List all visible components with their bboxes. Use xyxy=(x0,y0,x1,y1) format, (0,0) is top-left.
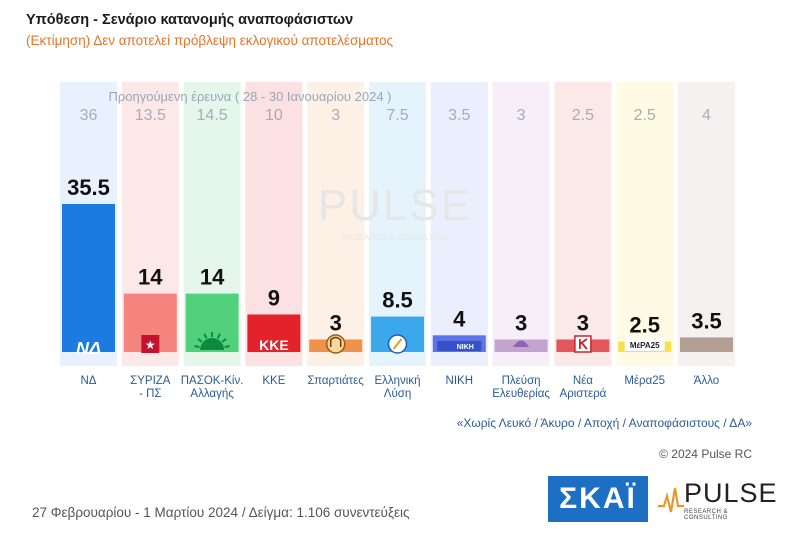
pasok-ray xyxy=(197,337,203,343)
copyright: © 2024 Pulse RC xyxy=(659,447,752,461)
bg-column xyxy=(678,82,735,366)
category-label: ΝΔ xyxy=(81,375,97,387)
niki-banner xyxy=(437,341,482,351)
bar-chart: PULSE RESEARCH & CONSULTING Προηγούμενη έρ… xyxy=(60,82,735,400)
value-label: 8.5 xyxy=(382,288,413,313)
pulse-logo-word: PULSE xyxy=(684,478,778,508)
syriza-logo xyxy=(141,335,160,353)
previous-value-label: 2.5 xyxy=(634,107,656,124)
category-label: Αριστερά xyxy=(560,388,607,400)
bar xyxy=(62,204,115,352)
bg-column xyxy=(554,82,612,366)
previous-value-label: 14.5 xyxy=(197,107,228,124)
category-label: Ελληνική xyxy=(374,375,420,387)
previous-value-label: 4 xyxy=(702,107,711,124)
pasok-sun-icon xyxy=(200,338,225,350)
survey-info: 27 Φεβρουαρίου - 1 Μαρτίου 2024 / Δείγμα… xyxy=(32,505,410,520)
mera25-badge xyxy=(624,337,665,351)
skai-logo: ΣΚΑΪ xyxy=(548,476,648,522)
pulse-mark-icon xyxy=(658,487,684,513)
value-label: 35.5 xyxy=(67,175,110,200)
plefsi-logo xyxy=(513,340,530,347)
category-label: Νέα xyxy=(573,375,593,387)
value-label: 3 xyxy=(330,310,342,335)
bg-column xyxy=(430,82,488,366)
bg-column xyxy=(307,82,365,366)
category-label: Ελευθερίας xyxy=(492,388,550,400)
category-label: Άλλο xyxy=(694,375,719,387)
value-label: 14 xyxy=(200,265,225,290)
category-label: Σπαρτιάτες xyxy=(308,375,365,387)
spartiates-helmet-detail xyxy=(329,336,342,347)
value-label: 14 xyxy=(138,265,163,290)
category-label: ΣΥΡΙΖΑ xyxy=(130,375,171,387)
bg-column xyxy=(616,82,674,366)
value-label: 3 xyxy=(515,310,527,335)
pasok-ray xyxy=(194,345,200,349)
bar xyxy=(247,314,301,352)
value-label: 3 xyxy=(577,310,589,335)
chart-note: «Χωρίς Λευκό / Άκυρο / Αποχή / Αναποφάσι… xyxy=(456,416,752,430)
chart-title: Υπόθεση - Σενάριο κατανομής αναποφάσιστω… xyxy=(26,12,354,28)
category-label: ΠΑΣΟΚ-Κίν. xyxy=(181,375,244,387)
value-label: 3.5 xyxy=(691,308,722,333)
category-label: ΝΙΚΗ xyxy=(446,375,473,387)
nd-logo: ΝΔ xyxy=(76,338,101,358)
pasok-ray xyxy=(203,333,208,339)
pasok-ray xyxy=(224,345,230,349)
category-label: Μέρα25 xyxy=(624,375,665,387)
kke-logo: ΚΚΕ xyxy=(259,337,289,353)
category-label: ΚΚΕ xyxy=(262,375,285,387)
previous-value-label: 10 xyxy=(265,107,283,124)
legend-previous-survey: Προηγούμενη έρευνα ( 28 - 30 Ιανουαρίου … xyxy=(108,89,391,104)
pasok-ray xyxy=(216,333,221,339)
niki-logo: ΝΙΚΗ xyxy=(457,344,474,351)
nea-aristera-mark xyxy=(579,338,588,350)
value-label: 9 xyxy=(268,285,280,310)
pulse-logo: PULSE RESEARCH & CONSULTING xyxy=(658,478,777,522)
watermark-tagline: RESEARCH & CONSULTING xyxy=(342,233,448,242)
category-label: Αλλαγής xyxy=(190,388,234,400)
mera25-logo: ΜέΡΑ25 xyxy=(630,341,660,350)
value-label: 4 xyxy=(453,306,466,331)
skai-logo-text: ΣΚΑΪ xyxy=(559,482,637,515)
pulse-logo-tagline: RESEARCH & CONSULTING xyxy=(684,509,729,521)
syriza-star-icon: ★ xyxy=(145,338,156,352)
previous-value-label: 7.5 xyxy=(386,107,408,124)
category-label: Λύση xyxy=(384,388,411,400)
category-label: - ΠΣ xyxy=(139,388,161,400)
bg-column xyxy=(492,82,550,366)
elliniki-lysi-mark xyxy=(392,338,403,350)
previous-value-label: 3 xyxy=(331,107,340,124)
previous-value-label: 13.5 xyxy=(135,107,166,124)
category-label: Πλεύση xyxy=(502,375,541,387)
bar xyxy=(680,337,733,352)
previous-value-label: 2.5 xyxy=(572,107,594,124)
previous-value-label: 3.5 xyxy=(448,107,470,124)
pasok-ray xyxy=(221,337,227,343)
chart-subtitle: (Εκτίμηση) Δεν αποτελεί πρόβλεψη εκλογικ… xyxy=(26,33,394,48)
watermark: PULSE xyxy=(318,181,472,230)
previous-value-label: 36 xyxy=(80,107,98,124)
previous-value-label: 3 xyxy=(517,107,526,124)
value-label: 2.5 xyxy=(629,313,660,338)
